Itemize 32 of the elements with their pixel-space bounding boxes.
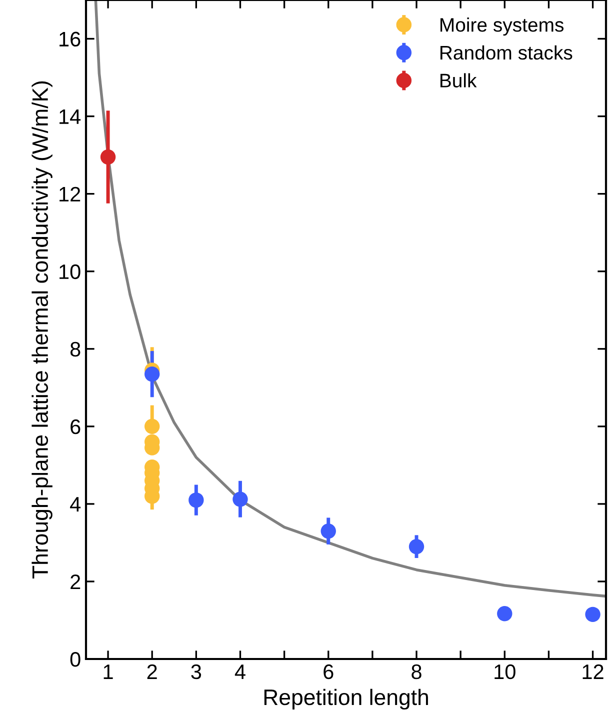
legend-label: Random stacks xyxy=(440,45,572,60)
x-tick-label: 3 xyxy=(191,664,202,680)
point xyxy=(188,492,204,508)
line-series xyxy=(94,0,606,598)
x-tick-label: 12 xyxy=(582,664,604,679)
y-tick-label: 14 xyxy=(60,110,81,124)
legend-label: Moire systems xyxy=(440,18,564,36)
y-tick-label: 16 xyxy=(60,32,80,47)
y-tick-label: 4 xyxy=(70,497,81,512)
x-tick-label: 6 xyxy=(324,664,334,680)
y-tick-label: 10 xyxy=(60,264,80,280)
y-tick-label: 6 xyxy=(70,419,80,434)
point xyxy=(232,492,248,507)
point xyxy=(585,606,600,622)
point xyxy=(144,366,160,382)
point xyxy=(100,149,116,165)
x-tick-label: 2 xyxy=(147,664,157,679)
x-tick-label: 1 xyxy=(104,664,113,679)
y-tick-label: 2 xyxy=(70,574,80,590)
point xyxy=(408,538,424,554)
y-tick-label: 12 xyxy=(60,186,80,202)
x-axis-title: Repetition length xyxy=(264,688,428,710)
point xyxy=(320,523,336,539)
point xyxy=(497,606,512,622)
legend-label: Bulk xyxy=(440,73,477,88)
x-tick-label: 8 xyxy=(412,664,422,680)
x-tick-label: 10 xyxy=(494,664,516,680)
y-axis-title: Through-plane lattice thermal conductivity (W/m/K) xyxy=(32,81,52,578)
point xyxy=(144,418,160,434)
y-tick-label: 8 xyxy=(70,342,80,357)
y-tick-label: 0 xyxy=(70,652,80,667)
x-tick-label: 4 xyxy=(234,664,246,679)
